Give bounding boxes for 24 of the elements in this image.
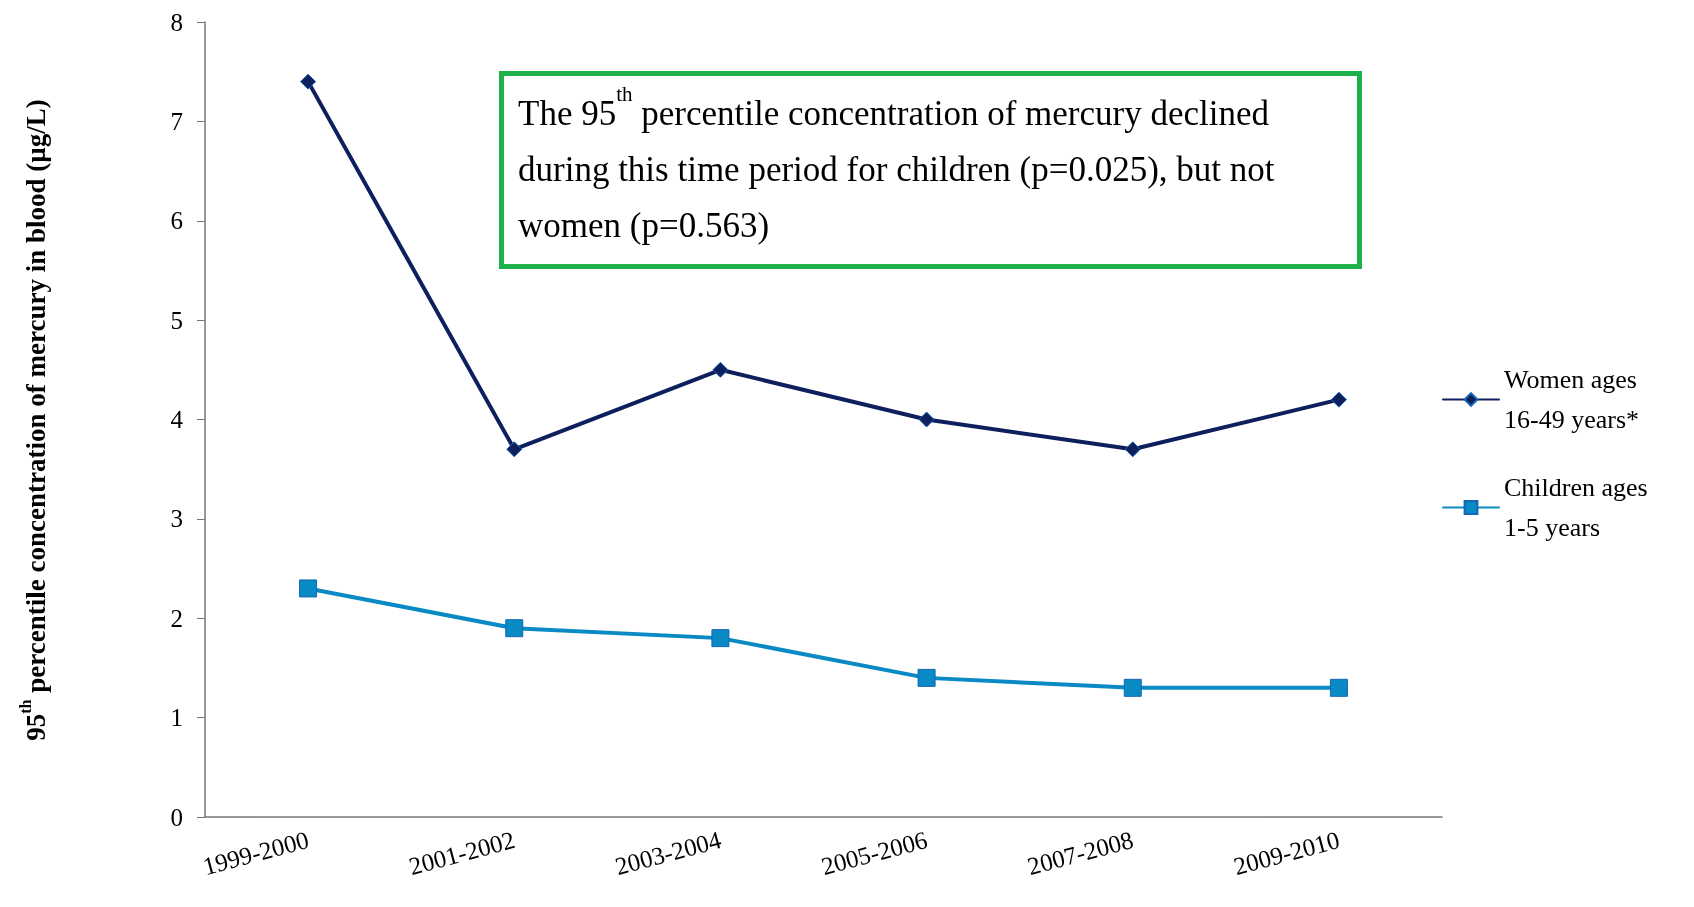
point [505,619,524,638]
point [918,411,935,428]
y-tick-label: 6 [170,207,183,235]
y-tick-label: 7 [170,107,183,135]
y-tick-label: 3 [170,505,183,533]
point [1329,678,1348,697]
point [1330,391,1347,408]
y-tick-label: 0 [170,803,183,831]
point [712,361,729,378]
y-tick-label: 1 [170,704,183,732]
point [299,579,318,598]
annotation: The 95$^{th}$ percentile concentration of mercury declined during this time period for children (p=0.025), but not women (p=0.563) [499,71,1362,269]
legend-label: Women ages 16-49 years* [1504,365,1644,434]
y-tick-label: 5 [170,306,183,334]
point [1124,441,1141,458]
point [917,668,936,687]
y-tick-label: 4 [170,406,184,433]
point [711,629,730,648]
point [1123,678,1142,697]
point [300,73,317,90]
point [506,441,523,458]
y-tick-label: 8 [170,8,183,36]
y-tick-label: 2 [170,604,183,632]
legend-label: Children ages 1-5 years [1504,473,1655,542]
